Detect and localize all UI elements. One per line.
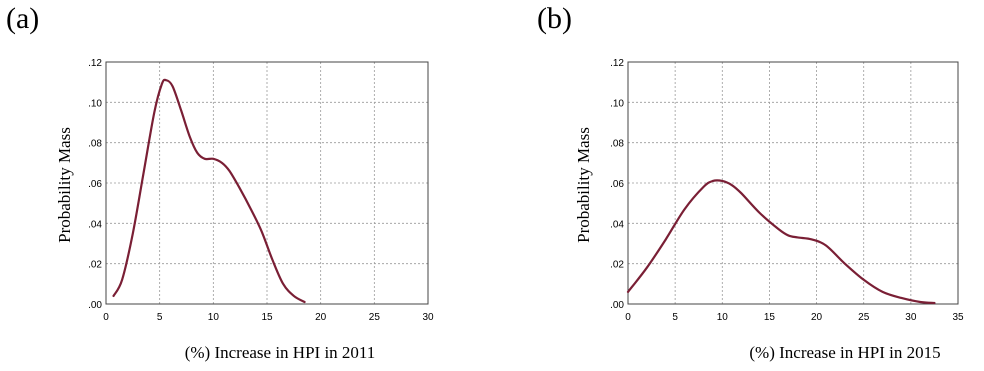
x-tick-label: 30 — [422, 312, 434, 323]
y-axis-label: Probability Mass — [574, 127, 593, 243]
y-tick-label: .10 — [88, 98, 102, 109]
y-tick-label: .00 — [88, 300, 102, 311]
y-tick-label: .12 — [610, 58, 624, 69]
plot-frame — [105, 61, 429, 305]
y-tick-label: .02 — [88, 260, 102, 271]
x-axis-label: (%) Increase in HPI in 2011 — [185, 343, 376, 362]
x-tick-label: 0 — [103, 312, 109, 323]
panel-label-b: (b) — [537, 2, 572, 35]
y-tick-label: .08 — [88, 139, 102, 150]
density-curve-b — [626, 179, 936, 305]
x-tick-label: 30 — [905, 312, 917, 323]
y-tick-label: .00 — [610, 300, 624, 311]
x-tick-label: 20 — [811, 312, 823, 323]
y-tick-label: .04 — [88, 219, 102, 230]
x-tick-label: 25 — [369, 312, 381, 323]
plot-area-b: 0 5 10 15 20 25 30 35 .00 .02 .04 .06 .08 .10 .12 Proba… — [574, 58, 964, 362]
x-tick-label: 35 — [952, 312, 964, 323]
y-tick-label: .12 — [88, 58, 102, 69]
x-tick-label: 5 — [672, 312, 678, 323]
y-tick-label: .10 — [610, 98, 624, 109]
x-tick-label: 10 — [717, 312, 729, 323]
x-tick-label: 15 — [261, 312, 273, 323]
x-tick-label: 20 — [315, 312, 327, 323]
panel-label-a: (a) — [6, 2, 40, 35]
plot-area-a: 0 5 10 15 20 25 30 .00 .02 .04 .06 .08 .10 .12 Probabi… — [55, 58, 434, 362]
y-tick-label: .02 — [610, 260, 624, 271]
x-tick-label: 15 — [764, 312, 776, 323]
x-tick-label: 5 — [157, 312, 163, 323]
y-tick-label: .08 — [610, 139, 624, 150]
y-tick-label: .06 — [88, 179, 102, 190]
y-axis-label: Probability Mass — [55, 127, 74, 243]
x-tick-label: 10 — [208, 312, 220, 323]
x-axis-label: (%) Increase in HPI in 2015 — [749, 343, 940, 362]
plot-frame — [627, 61, 959, 305]
x-tick-label: 0 — [625, 312, 631, 323]
y-tick-label: .06 — [610, 179, 624, 190]
x-tick-label: 25 — [858, 312, 870, 323]
y-tick-label: .04 — [610, 219, 624, 230]
density-curve-a — [112, 78, 306, 304]
